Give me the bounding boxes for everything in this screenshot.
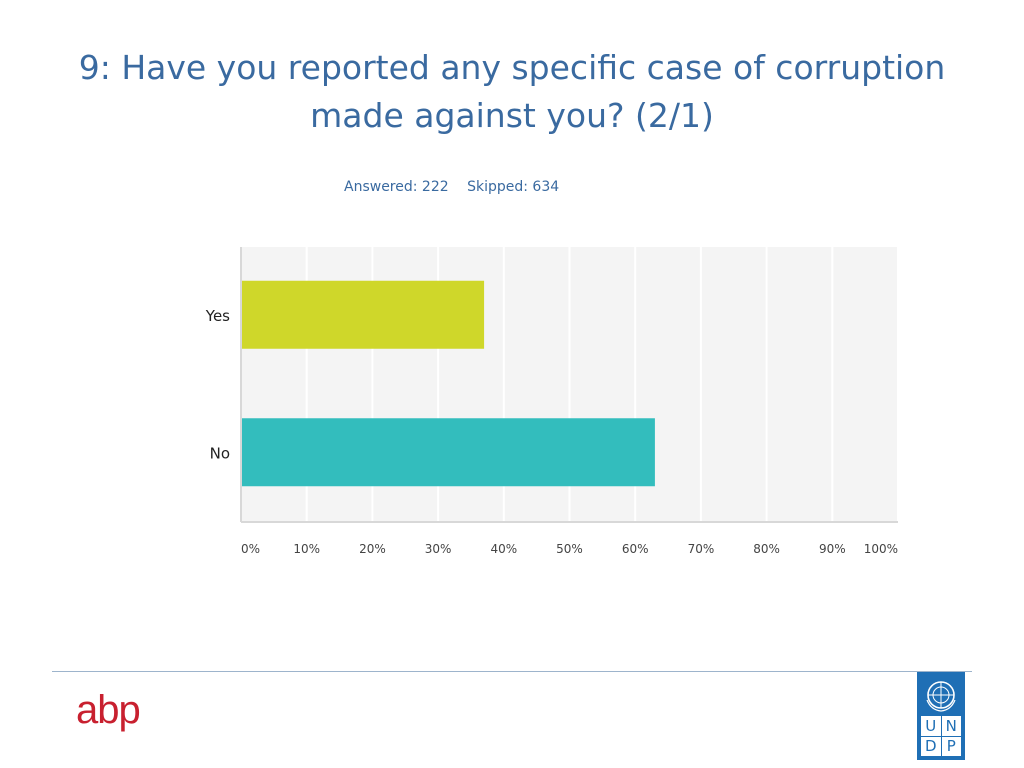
footer-divider bbox=[52, 671, 972, 672]
undp-logo: U N D P bbox=[917, 672, 965, 760]
bar-no bbox=[242, 418, 655, 487]
x-tick-label: 10% bbox=[293, 542, 320, 556]
category-label: Yes bbox=[205, 307, 230, 325]
bar-chart: 0% 10% 20% 30% 40% 50% 60% 70% 80% 90% 100% Yes No bbox=[205, 247, 899, 556]
slide-title: 9: Have you reported any specific case o… bbox=[78, 48, 946, 135]
x-tick-label: 90% bbox=[819, 542, 846, 556]
x-tick-label: 50% bbox=[556, 542, 583, 556]
x-tick-label: 80% bbox=[753, 542, 780, 556]
abp-logo: abp bbox=[76, 688, 141, 732]
x-tick-label: 0% bbox=[241, 542, 260, 556]
skipped-count: Skipped: 634 bbox=[467, 179, 560, 195]
undp-letter: N bbox=[941, 716, 961, 736]
x-tick-label: 70% bbox=[688, 542, 715, 556]
undp-letters: U N D P bbox=[921, 716, 961, 756]
un-emblem-icon bbox=[926, 681, 956, 712]
bar-yes bbox=[242, 280, 485, 349]
undp-letter: D bbox=[921, 736, 941, 756]
undp-letter: P bbox=[941, 736, 961, 756]
x-tick-label: 20% bbox=[359, 542, 386, 556]
x-tick-label: 30% bbox=[425, 542, 452, 556]
x-tick-label: 60% bbox=[622, 542, 649, 556]
x-tick-label: 100% bbox=[864, 542, 898, 556]
category-label: No bbox=[210, 444, 230, 462]
undp-letter: U bbox=[921, 716, 941, 736]
response-stats: Answered: 222 Skipped: 634 bbox=[344, 179, 573, 195]
answered-count: Answered: 222 bbox=[344, 179, 449, 195]
x-tick-label: 40% bbox=[490, 542, 517, 556]
